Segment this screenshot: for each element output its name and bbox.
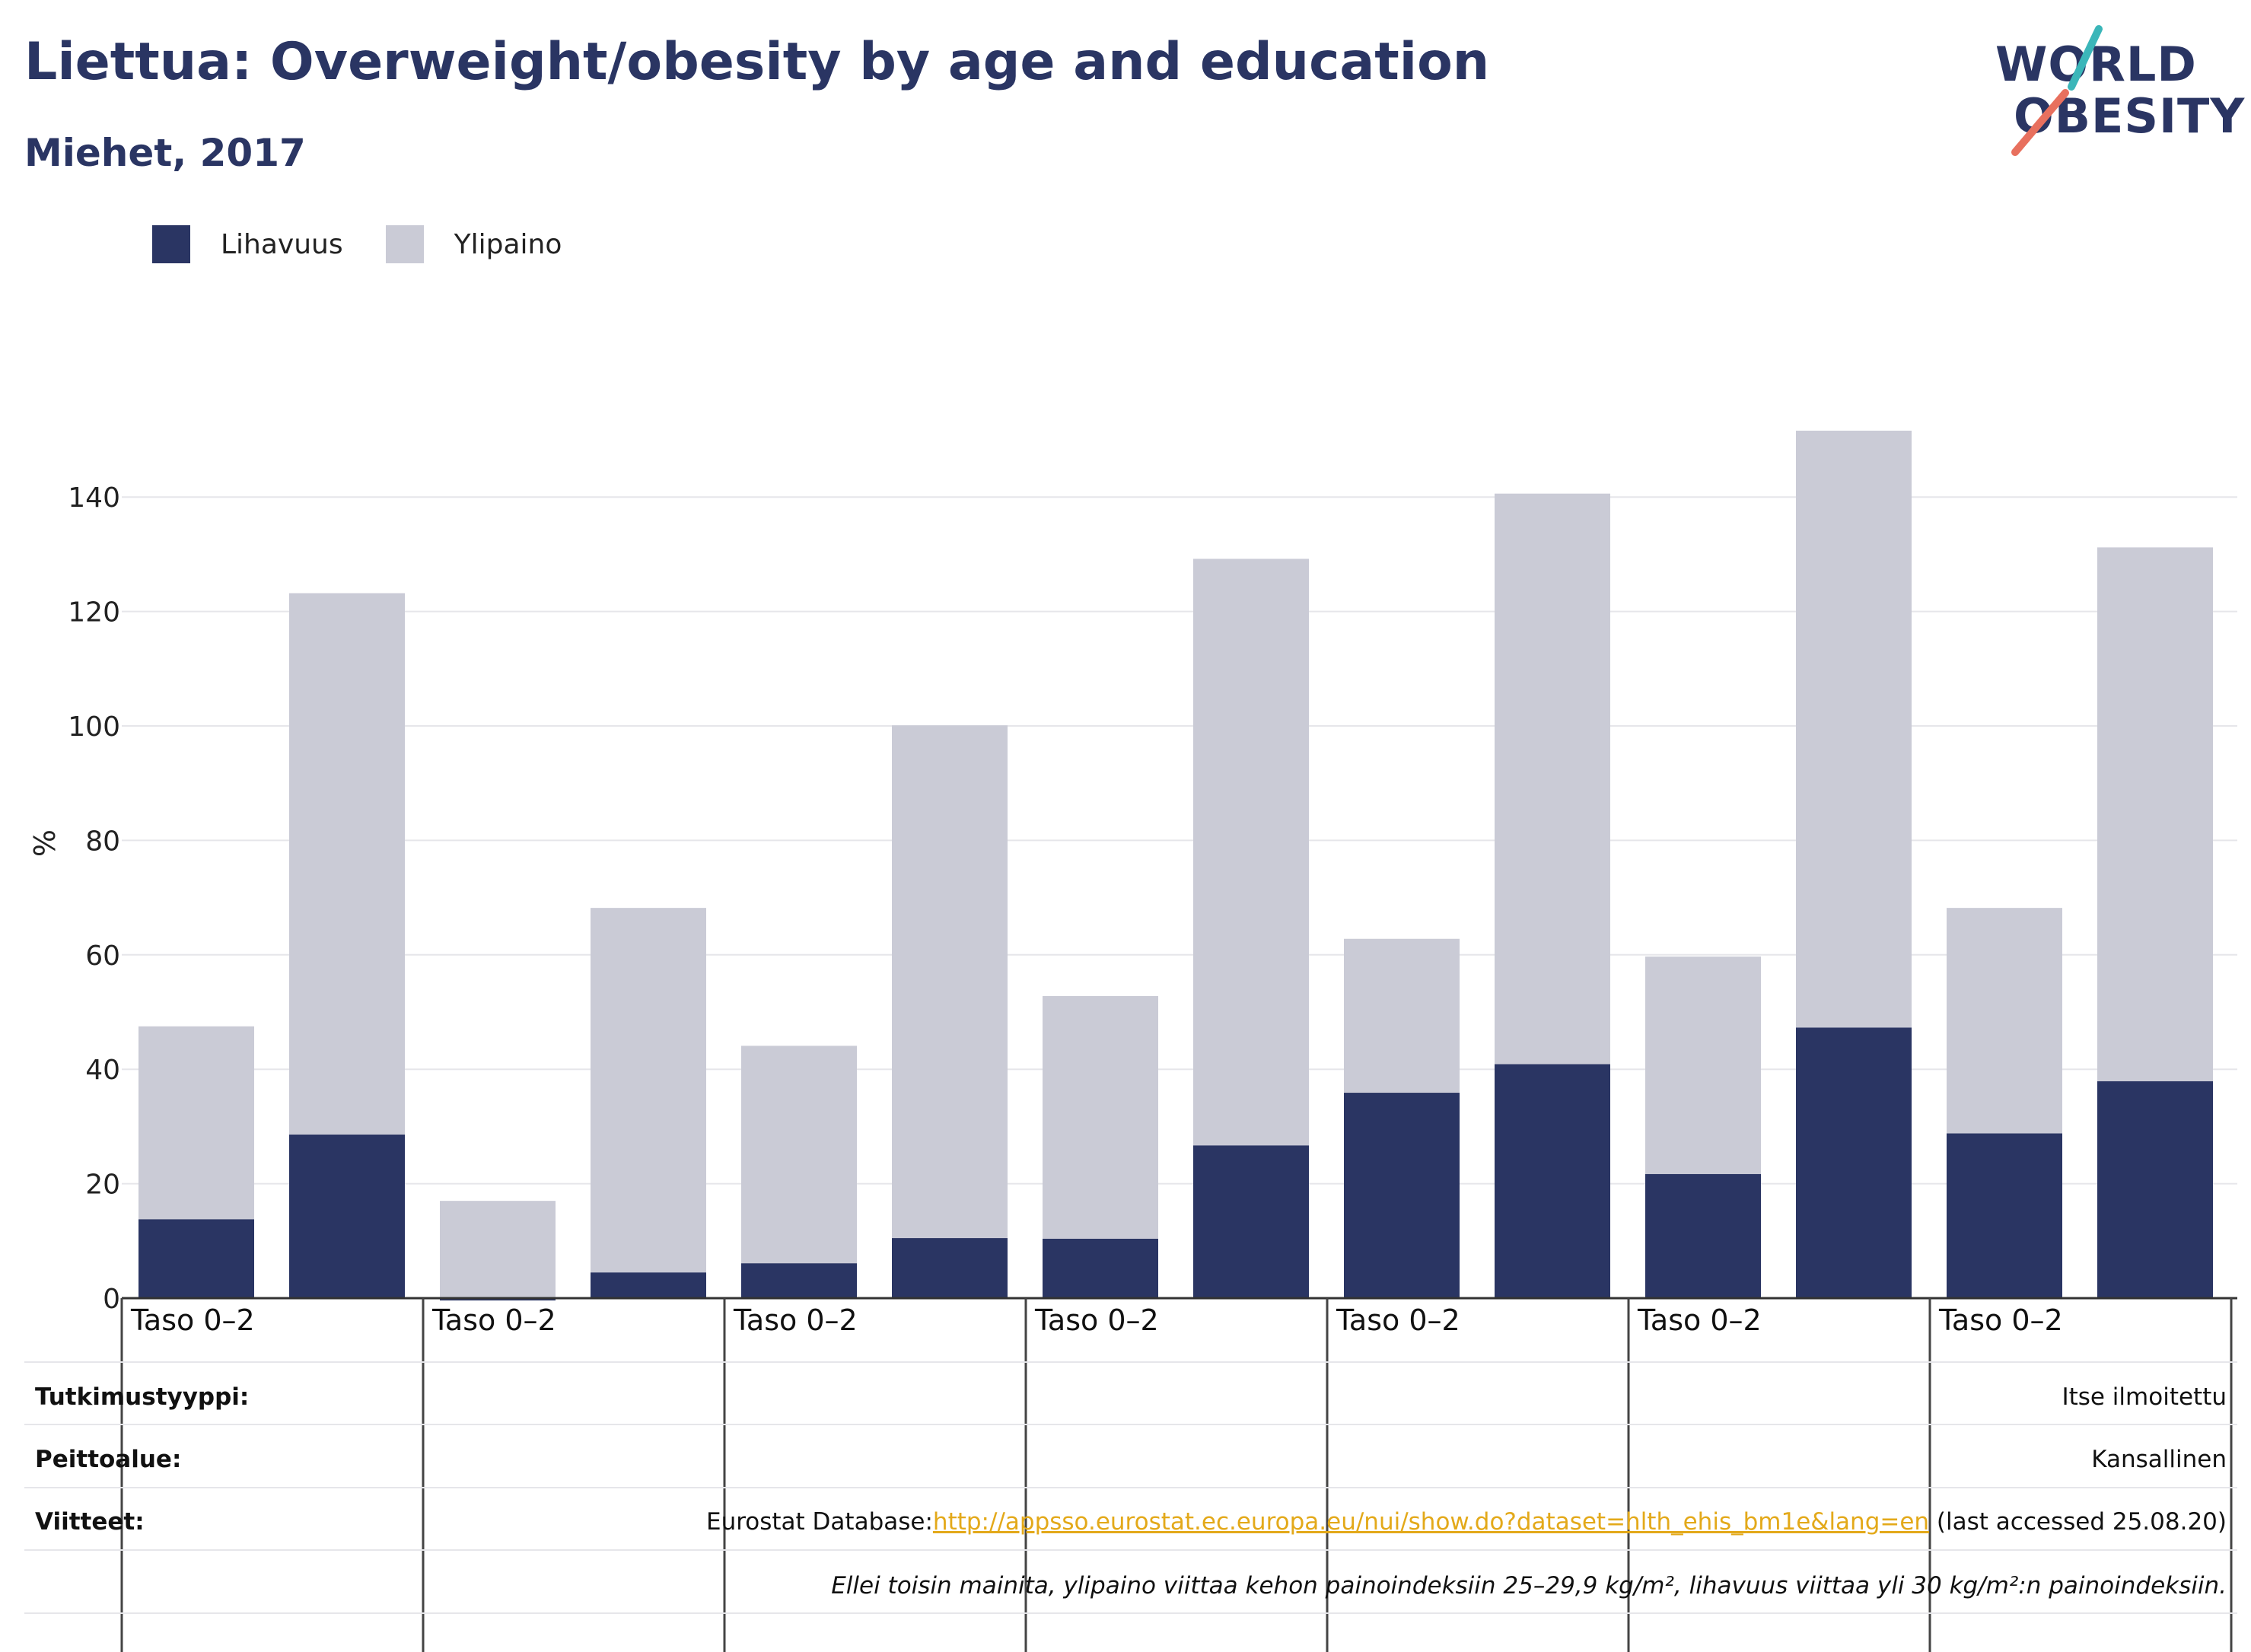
coverage-value: Kansallinen [2091, 1446, 2227, 1473]
x-group-label: Taso 0–2 [1034, 1303, 1159, 1337]
bar-lihavuus [1193, 1145, 1309, 1298]
chart-subtitle: Miehet, 2017 [24, 131, 306, 175]
bar-ylipaino [1344, 938, 1460, 1093]
bar-lihavuus [741, 1263, 857, 1298]
bar-ylipaino [138, 1026, 254, 1220]
bar-lihavuus [2097, 1081, 2213, 1298]
coverage-label: Peittoalue: [35, 1446, 182, 1473]
bar-lihavuus [1495, 1064, 1610, 1298]
bar-lihavuus [1947, 1133, 2062, 1298]
logo-line-2: OBESITY [2014, 88, 2246, 144]
y-tick-label: 100 [68, 711, 120, 743]
x-group-label: Taso 0–2 [1938, 1303, 2063, 1337]
bar-ylipaino [2097, 547, 2213, 1081]
x-group-label: Taso 0–2 [1336, 1303, 1460, 1337]
y-axis-title: % [28, 829, 62, 857]
y-tick-label: 0 [103, 1284, 120, 1315]
bar-ylipaino [741, 1046, 857, 1264]
legend-label-lihavuus: Lihavuus [221, 228, 343, 260]
references-suffix: (last accessed 25.08.20) [1929, 1508, 2227, 1536]
legend-swatch-ylipaino [385, 225, 424, 263]
bar-ylipaino [1495, 493, 1610, 1065]
bar-lihavuus [289, 1134, 405, 1298]
y-tick-label: 140 [68, 482, 120, 514]
bar-ylipaino [1796, 430, 1912, 1028]
legend-label-ylipaino: Ylipaino [454, 228, 562, 260]
bar-ylipaino [892, 725, 1008, 1239]
y-tick-label: 60 [85, 941, 120, 972]
legend-item-lihavuus[interactable]: Lihavuus [152, 225, 343, 263]
study-type-label: Tutkimustyyppi: [35, 1383, 250, 1411]
references-value: Eurostat Database:http://appsso.eurostat… [706, 1508, 2227, 1536]
x-group-label: Taso 0–2 [733, 1303, 858, 1337]
bar-lihavuus [1645, 1173, 1761, 1298]
bar-lihavuus [1796, 1027, 1912, 1298]
bar-ylipaino [1947, 908, 2062, 1134]
x-group-label: Taso 0–2 [1637, 1303, 1762, 1337]
y-tick-label: 20 [85, 1170, 120, 1201]
legend-swatch-lihavuus [152, 225, 190, 263]
y-tick-label: 120 [68, 597, 120, 629]
bar-lihavuus [591, 1272, 706, 1298]
bar-ylipaino [1645, 957, 1761, 1174]
bar-lihavuus [138, 1219, 254, 1298]
legend-item-ylipaino[interactable]: Ylipaino [385, 225, 562, 263]
logo-line-1: WORLD [1995, 37, 2197, 92]
logo-slash-icon [2011, 25, 2103, 156]
y-tick-label: 40 [85, 1055, 120, 1086]
study-type-value: Itse ilmoitettu [2062, 1383, 2227, 1411]
x-group-label: Taso 0–2 [130, 1303, 255, 1337]
y-tick-label: 80 [85, 826, 120, 857]
references-link[interactable]: http://appsso.eurostat.ec.europa.eu/nui/… [932, 1508, 1930, 1536]
bar-ylipaino [1043, 995, 1158, 1239]
chart-legend: Lihavuus Ylipaino [152, 225, 604, 263]
world-obesity-logo: WORLD OBESITY [1986, 23, 2244, 160]
bar-ylipaino [440, 1201, 556, 1298]
bar-ylipaino [289, 593, 405, 1135]
chart-title: Liettua: Overweight/obesity by age and e… [24, 32, 1490, 92]
references-prefix: Eurostat Database: [705, 1508, 933, 1536]
definition-note: Ellei toisin mainita, ylipaino viittaa k… [831, 1572, 2227, 1599]
bar-lihavuus [1043, 1238, 1158, 1298]
bar-lihavuus [1344, 1093, 1460, 1298]
bar-ylipaino [1193, 559, 1309, 1146]
x-group-label: Taso 0–2 [431, 1303, 556, 1337]
references-label: Viitteet: [35, 1508, 145, 1536]
bar-lihavuus [892, 1238, 1008, 1298]
bar-ylipaino [591, 908, 706, 1273]
